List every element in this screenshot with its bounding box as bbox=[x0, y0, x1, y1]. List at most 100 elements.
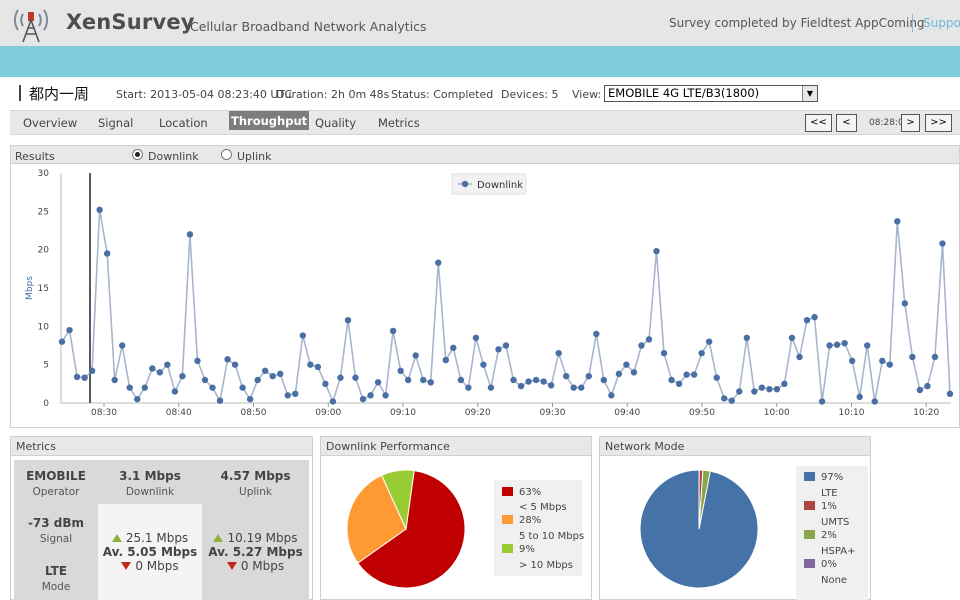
network-mode-pie[interactable] bbox=[638, 468, 760, 590]
data-point bbox=[134, 395, 141, 403]
data-point bbox=[563, 372, 570, 380]
downlink-performance-pie[interactable] bbox=[341, 464, 471, 594]
x-tick-label: 08:50 bbox=[241, 408, 267, 418]
legend-item: 97% bbox=[804, 472, 843, 483]
data-point bbox=[427, 379, 434, 386]
chevron-down-icon[interactable]: ▼ bbox=[802, 86, 817, 101]
first-button[interactable]: << bbox=[805, 114, 832, 132]
y-tick-label: 0 bbox=[43, 399, 49, 409]
data-point bbox=[555, 349, 562, 357]
tab-quality[interactable]: Quality bbox=[315, 116, 357, 130]
legend-item: 0% bbox=[804, 559, 837, 570]
data-point bbox=[314, 363, 322, 371]
data-point bbox=[909, 353, 916, 361]
uplink-radio[interactable] bbox=[221, 149, 232, 160]
header-bar: XenSurvey Cellular Broadband Network Ana… bbox=[0, 0, 960, 46]
data-point bbox=[261, 367, 269, 374]
results-title: Results bbox=[15, 150, 55, 163]
arrow-up-icon bbox=[111, 534, 122, 542]
tab-signal[interactable]: Signal bbox=[98, 116, 134, 130]
x-tick-label: 09:50 bbox=[689, 408, 715, 418]
metrics-downlink-cell bbox=[98, 460, 202, 504]
legend-marker bbox=[461, 180, 469, 188]
metric-operator: EMOBILE Operator bbox=[26, 469, 86, 498]
metric-downlink: 3.1 Mbps Downlink bbox=[119, 469, 181, 498]
x-tick-label: 09:30 bbox=[540, 408, 566, 418]
data-point bbox=[578, 384, 585, 391]
data-point bbox=[525, 378, 532, 385]
antenna-logo-icon bbox=[13, 9, 49, 43]
data-point bbox=[465, 384, 472, 391]
data-point bbox=[600, 376, 608, 384]
downlink-performance-legend: 63% < 5 Mbps 28% 5 to 10 Mbps 9% > 10 Mb… bbox=[494, 480, 585, 576]
downlink-radio[interactable] bbox=[132, 149, 143, 160]
data-point bbox=[623, 361, 630, 368]
tab-location[interactable]: Location bbox=[159, 116, 208, 130]
data-point bbox=[796, 353, 803, 361]
x-tick-label: 08:30 bbox=[91, 408, 117, 418]
data-point bbox=[269, 372, 276, 380]
metrics-grid: EMOBILE Operator 3.1 Mbps Downlink 4.57 … bbox=[14, 460, 309, 600]
x-tick-label: 09:00 bbox=[315, 408, 341, 418]
support-link[interactable]: Support bbox=[923, 16, 960, 30]
y-axis-title: Mbps bbox=[25, 276, 35, 300]
title-bar-mark bbox=[19, 85, 21, 101]
swatch bbox=[502, 544, 513, 553]
downlink-radio-label[interactable]: Downlink bbox=[148, 150, 199, 163]
data-point bbox=[284, 392, 291, 399]
y-tick-label: 10 bbox=[38, 322, 50, 332]
data-point bbox=[931, 353, 939, 361]
data-point bbox=[871, 398, 878, 405]
legend-label: > 10 Mbps bbox=[519, 560, 573, 571]
data-point bbox=[66, 326, 73, 334]
data-point bbox=[630, 369, 638, 376]
data-point bbox=[186, 231, 194, 238]
next-button[interactable]: > bbox=[901, 114, 920, 132]
data-point bbox=[367, 392, 374, 399]
app-tagline: Cellular Broadband Network Analytics bbox=[190, 19, 427, 34]
view-select[interactable]: EMOBILE 4G LTE/B3(1800) ▼ bbox=[604, 85, 818, 102]
legend-item: 63% bbox=[502, 487, 541, 498]
legend-item: 1% bbox=[804, 501, 837, 512]
data-point bbox=[818, 398, 826, 405]
y-tick-label: 30 bbox=[38, 169, 50, 179]
metric-uplink-stats: 10.19 Mbps Av. 5.27 Mbps 0 Mbps bbox=[208, 531, 303, 573]
x-tick-label: 10:00 bbox=[764, 408, 790, 418]
data-point bbox=[442, 356, 449, 364]
data-point bbox=[585, 372, 592, 380]
data-point bbox=[766, 386, 773, 393]
legend-item: 9% bbox=[502, 544, 535, 555]
tab-throughput[interactable]: Throughput bbox=[229, 111, 310, 130]
survey-duration: Duration: 2h 0m 48s bbox=[276, 88, 390, 101]
uplink-radio-label[interactable]: Uplink bbox=[237, 150, 272, 163]
data-point bbox=[254, 376, 261, 384]
data-point bbox=[758, 384, 766, 391]
y-tick-label: 15 bbox=[38, 284, 49, 294]
data-point bbox=[841, 340, 848, 347]
tab-overview[interactable]: Overview bbox=[23, 116, 78, 130]
data-point bbox=[675, 380, 683, 388]
throughput-chart-panel: 0 5 10 15 20 25 30 Mbps 08:30 08:40 08:50 09:00 09:1… bbox=[10, 164, 960, 428]
tab-metrics[interactable]: Metrics bbox=[378, 116, 420, 130]
app-name: XenSurvey bbox=[66, 10, 195, 34]
swatch bbox=[502, 487, 513, 496]
throughput-chart[interactable]: 0 5 10 15 20 25 30 Mbps 08:30 08:40 08:50 09:00 09:1… bbox=[11, 164, 960, 428]
data-point bbox=[201, 376, 209, 384]
downlink-performance-panel: 63% < 5 Mbps 28% 5 to 10 Mbps 9% > 10 Mb… bbox=[320, 456, 592, 600]
data-point bbox=[736, 388, 743, 395]
data-point bbox=[615, 370, 623, 378]
legend-item: 28% bbox=[502, 515, 541, 526]
x-tick-label: 09:40 bbox=[614, 408, 640, 418]
data-point bbox=[374, 379, 382, 386]
data-point bbox=[420, 376, 427, 384]
legend-label: 5 to 10 Mbps bbox=[519, 531, 585, 542]
data-point bbox=[570, 384, 577, 391]
data-point bbox=[81, 374, 88, 381]
y-tick-label: 5 bbox=[43, 361, 49, 371]
y-tick-label: 25 bbox=[38, 207, 49, 217]
data-point bbox=[721, 395, 728, 402]
prev-button[interactable]: < bbox=[836, 114, 857, 132]
last-button[interactable]: >> bbox=[925, 114, 952, 132]
data-point bbox=[773, 386, 781, 393]
